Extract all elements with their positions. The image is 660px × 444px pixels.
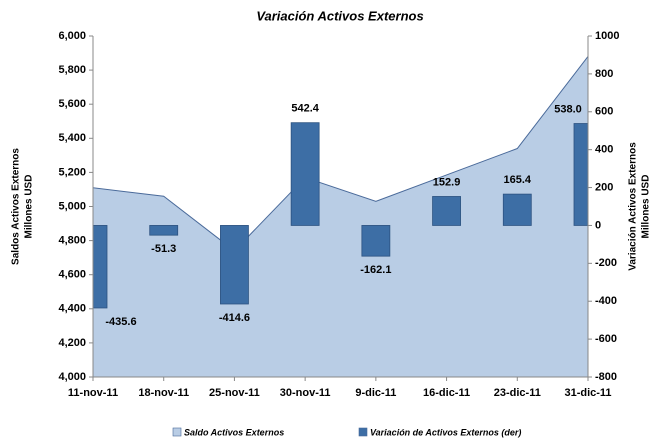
bar [432,196,461,226]
y2-tick-label: 1000 [595,30,619,42]
y-tick-label: 4,400 [58,303,86,315]
plot-area [93,55,588,377]
y-tick-label: 6,000 [58,30,86,42]
y2-tick-label: -600 [595,333,617,345]
x-tick-label: 31-dic-11 [564,387,611,399]
legend-swatch [172,427,182,437]
bar [149,225,179,236]
x-tick-label: 16-dic-11 [423,387,470,399]
x-tick-label: 23-dic-11 [494,387,541,399]
y2-tick-label: 600 [595,106,613,118]
bar [573,123,588,226]
y2-axis-label: Variación Activos Externos [628,142,639,271]
bar [220,225,249,305]
legend-label: Variación de Activos Externos (der) [370,427,521,437]
bar [361,225,391,257]
x-tick-label: 11-nov-11 [68,387,118,399]
y-tick-label: 4,000 [58,371,86,383]
y-tick-label: 4,800 [58,235,86,247]
y-tick-label: 4,200 [58,337,86,349]
y2-tick-label: -400 [595,295,617,307]
y2-tick-label: 0 [595,219,601,231]
y2-tick-label: 200 [595,181,613,193]
x-tick-label: 18-nov-11 [138,387,189,399]
y2-tick-label: -800 [595,371,617,383]
y2-axis-label: Millones USD [641,175,652,239]
x-tick-label: 30-nov-11 [280,387,331,399]
bar [290,122,320,226]
bar [502,193,532,226]
y-axis-label: Saldos Activos Externos [11,148,22,265]
legend-label: Saldo Activos Externos [184,427,284,437]
data-label: -414.6 [219,312,250,324]
data-label: 538.0 [554,103,582,115]
bar [93,225,108,309]
data-label: 165.4 [504,174,532,186]
y-tick-label: 5,800 [58,64,86,76]
data-label: -51.3 [151,243,176,255]
x-tick-label: 9-dic-11 [355,387,396,399]
area [93,55,588,377]
x-tick-label: 25-nov-11 [209,387,260,399]
y-tick-label: 4,600 [58,269,86,281]
legend-swatch [358,427,368,437]
data-label: -435.6 [105,316,136,328]
y-axis-label: Millones USD [24,175,35,239]
chart-title: Variación Activos Externos [256,8,423,23]
y-tick-label: 5,200 [58,166,86,178]
y-tick-label: 5,000 [58,200,86,212]
y2-tick-label: 800 [595,68,613,80]
data-label: 152.9 [433,176,461,188]
data-label: -162.1 [360,264,391,276]
data-label: 542.4 [291,103,319,115]
y-tick-label: 5,600 [58,98,86,110]
y-tick-label: 5,400 [58,132,86,144]
y2-tick-label: -200 [595,257,617,269]
y2-tick-label: 400 [595,144,613,156]
